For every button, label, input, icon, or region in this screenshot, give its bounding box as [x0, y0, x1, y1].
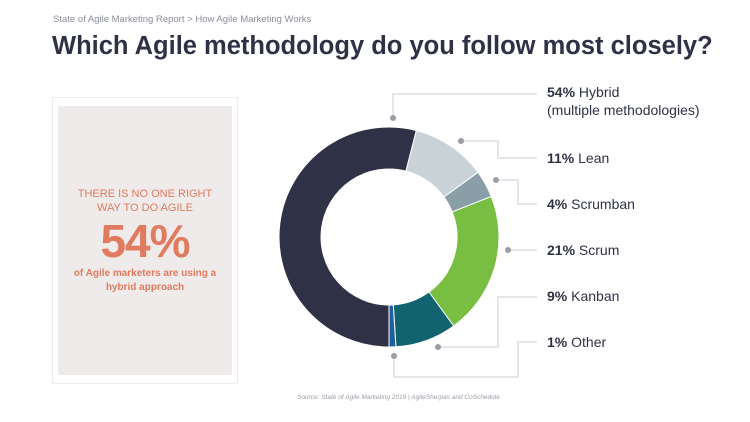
callout-headline: THERE IS NO ONE RIGHT WAY TO DO AGILE: [77, 187, 213, 214]
legend-name: Scrum: [578, 242, 620, 258]
slice-hybrid: [278, 126, 417, 348]
legend-name: Kanban: [571, 288, 620, 304]
callout-frame: [52, 97, 238, 384]
leader-dot-hybrid: [390, 115, 396, 121]
legend-label-scrumban: 4% Scrumban: [547, 195, 635, 213]
leader-line-scrumban: [496, 179, 537, 205]
legend-pct: 21%: [547, 242, 576, 258]
legend-label-scrum: 21% Scrum: [547, 241, 619, 259]
legend-name: Other: [571, 334, 607, 350]
leader-dot-scrumban: [493, 177, 499, 183]
legend-pct: 4%: [547, 196, 568, 212]
legend-name: Hybrid: [578, 84, 620, 100]
leader-dot-other: [391, 353, 397, 359]
breadcrumb: State of Agile Marketing Report > How Ag…: [53, 14, 312, 25]
slice-other: [388, 304, 397, 348]
callout-panel: THERE IS NO ONE RIGHT WAY TO DO AGILE 54…: [58, 106, 232, 375]
callout-caption: of Agile marketers are using a hybrid ap…: [73, 267, 217, 293]
callout-stat: 54%: [100, 214, 190, 267]
legend-label-other: 1% Other: [547, 333, 606, 351]
leader-line-kanban: [438, 296, 537, 348]
leader-line-lean: [461, 140, 537, 159]
legend-pct: 1%: [547, 334, 568, 350]
legend-label-lean: 11% Lean: [547, 149, 609, 167]
legend-name: Lean: [578, 150, 610, 166]
page-title: Which Agile methodology do you follow mo…: [52, 32, 713, 60]
source-note: Source: State of Agile Marketing 2019 | …: [297, 394, 500, 401]
leader-dot-kanban: [435, 344, 441, 350]
leader-dot-lean: [458, 138, 464, 144]
leader-line-hybrid: [392, 93, 537, 118]
legend-pct: 9%: [547, 288, 568, 304]
legend-pct: 54%: [547, 84, 576, 100]
leader-line-other: [393, 341, 537, 378]
legend-label-hybrid: 54% Hybrid (multiple methodologies): [547, 83, 700, 119]
legend-label-kanban: 9% Kanban: [547, 287, 619, 305]
leader-dot-scrum: [505, 247, 511, 253]
legend-sublabel: (multiple methodologies): [547, 102, 700, 118]
legend-name: Scrumban: [571, 196, 635, 212]
legend-pct: 11%: [547, 150, 575, 166]
